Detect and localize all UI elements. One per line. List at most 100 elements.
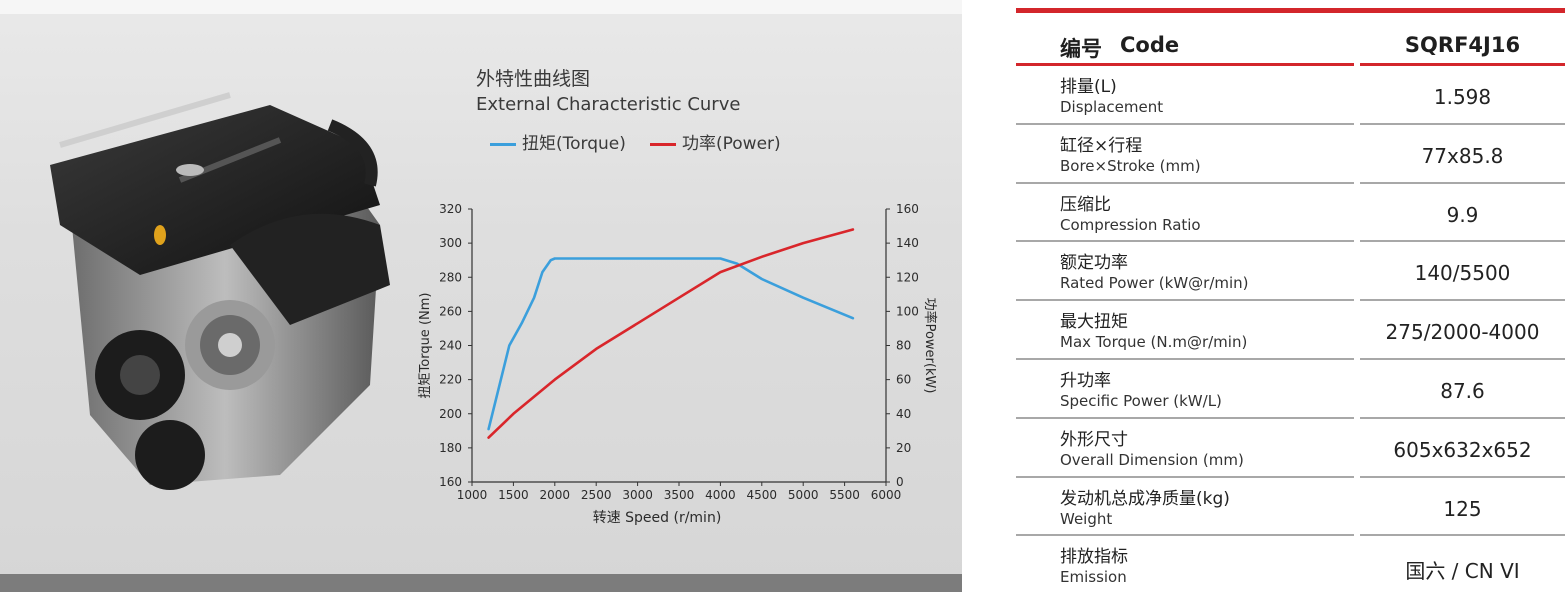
x-tick-label: 4000: [705, 488, 736, 502]
x-tick-label: 1000: [457, 488, 488, 502]
row-label: 发动机总成净质量(kg) Weight: [1060, 484, 1230, 528]
table-row: 排量(L) Displacement 1.598: [1016, 66, 1565, 125]
legend-power-swatch: [650, 142, 676, 146]
legend-torque-swatch: [490, 142, 516, 146]
y-right-tick-label: 100: [896, 304, 919, 318]
row-label: 压缩比 Compression Ratio: [1060, 190, 1201, 234]
x-tick-label: 6000: [871, 488, 902, 502]
chart-title-en: External Characteristic Curve: [476, 94, 741, 115]
row-divider: [1360, 122, 1565, 125]
row-label: 缸径×行程 Bore×Stroke (mm): [1060, 131, 1201, 175]
x-tick-label: 1500: [498, 488, 529, 502]
row-divider: [1016, 357, 1354, 360]
y-left-tick-label: 280: [439, 270, 462, 284]
row-label-cn: 额定功率: [1060, 253, 1128, 274]
table-header-row: 编号 Code SQRF4J16: [1016, 13, 1565, 67]
row-label-en: Overall Dimension (mm): [1060, 450, 1244, 469]
row-label-cn: 缸径×行程: [1060, 135, 1143, 156]
x-axis-label: 转速 Speed (r/min): [593, 510, 722, 526]
row-label: 排量(L) Displacement: [1060, 72, 1163, 116]
row-value: 140/5500: [1414, 261, 1511, 286]
y-left-tick-label: 240: [439, 339, 462, 353]
row-divider: [1360, 357, 1565, 360]
y-left-tick-label: 320: [439, 202, 462, 216]
row-label: 最大扭矩 Max Torque (N.m@r/min): [1060, 307, 1247, 351]
table-row: 排放指标 Emission 国六 / CN VI: [1016, 536, 1565, 595]
table-top-rule: [1016, 8, 1565, 13]
row-value: 国六 / CN VI: [1405, 559, 1520, 584]
x-tick-label: 5000: [788, 488, 819, 502]
y-left-tick-label: 220: [439, 373, 462, 387]
x-tick-label: 2500: [581, 488, 612, 502]
x-tick-label: 2000: [540, 488, 571, 502]
row-label-en: Displacement: [1060, 98, 1164, 116]
table-row: 压缩比 Compression Ratio 9.9: [1016, 184, 1565, 243]
row-divider: [1360, 475, 1565, 478]
x-tick-label: 4500: [747, 488, 778, 502]
y-left-tick-label: 300: [439, 236, 462, 250]
row-divider: [1016, 299, 1354, 302]
row-value: 87.6: [1440, 379, 1485, 403]
row-divider: [1360, 299, 1565, 302]
y-right-tick-label: 120: [896, 270, 919, 284]
row-divider: [1360, 534, 1565, 537]
header-code-cn: 编号: [1060, 37, 1102, 61]
table-row: 外形尺寸 Overall Dimension (mm) 605x632x652: [1016, 419, 1565, 478]
table-row: 缸径×行程 Bore×Stroke (mm) 77x85.8: [1016, 125, 1565, 184]
row-divider: [1016, 63, 1354, 66]
row-label-cn: 外形尺寸: [1060, 429, 1128, 450]
row-value: 275/2000-4000: [1385, 320, 1540, 345]
y-right-tick-label: 0: [896, 475, 904, 489]
row-label-en: Rated Power (kW@r/min): [1060, 274, 1249, 293]
row-divider: [1360, 240, 1565, 243]
row-divider: [1360, 181, 1565, 184]
row-label-cn: 升功率: [1060, 371, 1111, 391]
row-label-en: Max Torque (N.m@r/min): [1060, 333, 1248, 352]
chart-axes: 1000 1500 2000 2500 3000 3500 4000 4500 5000 5500…: [418, 202, 938, 526]
row-label: 排放指标 Emission: [1060, 542, 1128, 586]
y-left-tick-label: 260: [439, 304, 462, 318]
row-label-en: Specific Power (kW/L): [1060, 392, 1222, 410]
row-label-en: Emission: [1060, 568, 1127, 587]
row-divider: [1016, 240, 1354, 243]
chart-panel: 外特性曲线图 External Characteristic Curve 扭矩(…: [0, 0, 962, 592]
legend-power: 功率(Power): [650, 129, 781, 154]
row-label-cn: 排放指标: [1060, 547, 1128, 568]
row-divider: [1016, 181, 1354, 184]
row-label-en: Bore×Stroke (mm): [1060, 156, 1201, 175]
row-label-cn: 排量(L): [1060, 77, 1117, 97]
row-label: 外形尺寸 Overall Dimension (mm): [1060, 425, 1244, 469]
legend-power-label: 功率(Power): [682, 134, 781, 154]
x-tick-label: 3000: [622, 488, 653, 502]
y-left-tick-label: 200: [439, 407, 462, 421]
row-value: 605x632x652: [1393, 437, 1532, 462]
row-divider: [1360, 416, 1565, 419]
x-tick-label: 5500: [829, 488, 860, 502]
row-divider: [1016, 534, 1354, 537]
y-right-tick-label: 160: [896, 202, 919, 216]
chart-series: [487, 228, 855, 439]
row-label-cn: 压缩比: [1060, 194, 1111, 215]
row-value: 77x85.8: [1421, 143, 1504, 168]
table-row: 最大扭矩 Max Torque (N.m@r/min) 275/2000-4000: [1016, 301, 1565, 360]
y-left-tick-label: 180: [439, 441, 462, 455]
characteristic-chart: 1000 1500 2000 2500 3000 3500 4000 4500 5000 5500…: [418, 202, 938, 526]
top-strip: [0, 0, 962, 14]
row-label: 额定功率 Rated Power (kW@r/min): [1060, 248, 1249, 292]
row-value: 9.9: [1446, 202, 1479, 227]
row-divider: [1016, 475, 1354, 478]
row-label-en: Compression Ratio: [1060, 215, 1201, 234]
row-divider: [1016, 122, 1354, 125]
row-label-en: Weight: [1060, 509, 1113, 528]
torque-series-line: [487, 257, 855, 431]
y-right-tick-label: 80: [896, 339, 911, 353]
y-right-tick-label: 20: [896, 441, 911, 455]
y-right-tick-label: 140: [896, 236, 919, 250]
legend-torque: 扭矩(Torque): [490, 129, 626, 154]
table-row: 发动机总成净质量(kg) Weight 125: [1016, 478, 1565, 537]
table-row: 额定功率 Rated Power (kW@r/min) 140/5500: [1016, 242, 1565, 302]
table-row: 升功率 Specific Power (kW/L) 87.6: [1016, 360, 1565, 419]
y-axis-right-label: 功率Power(kW): [922, 298, 938, 394]
y-left-tick-label: 160: [439, 475, 462, 489]
row-label: 升功率 Specific Power (kW/L): [1060, 366, 1222, 410]
